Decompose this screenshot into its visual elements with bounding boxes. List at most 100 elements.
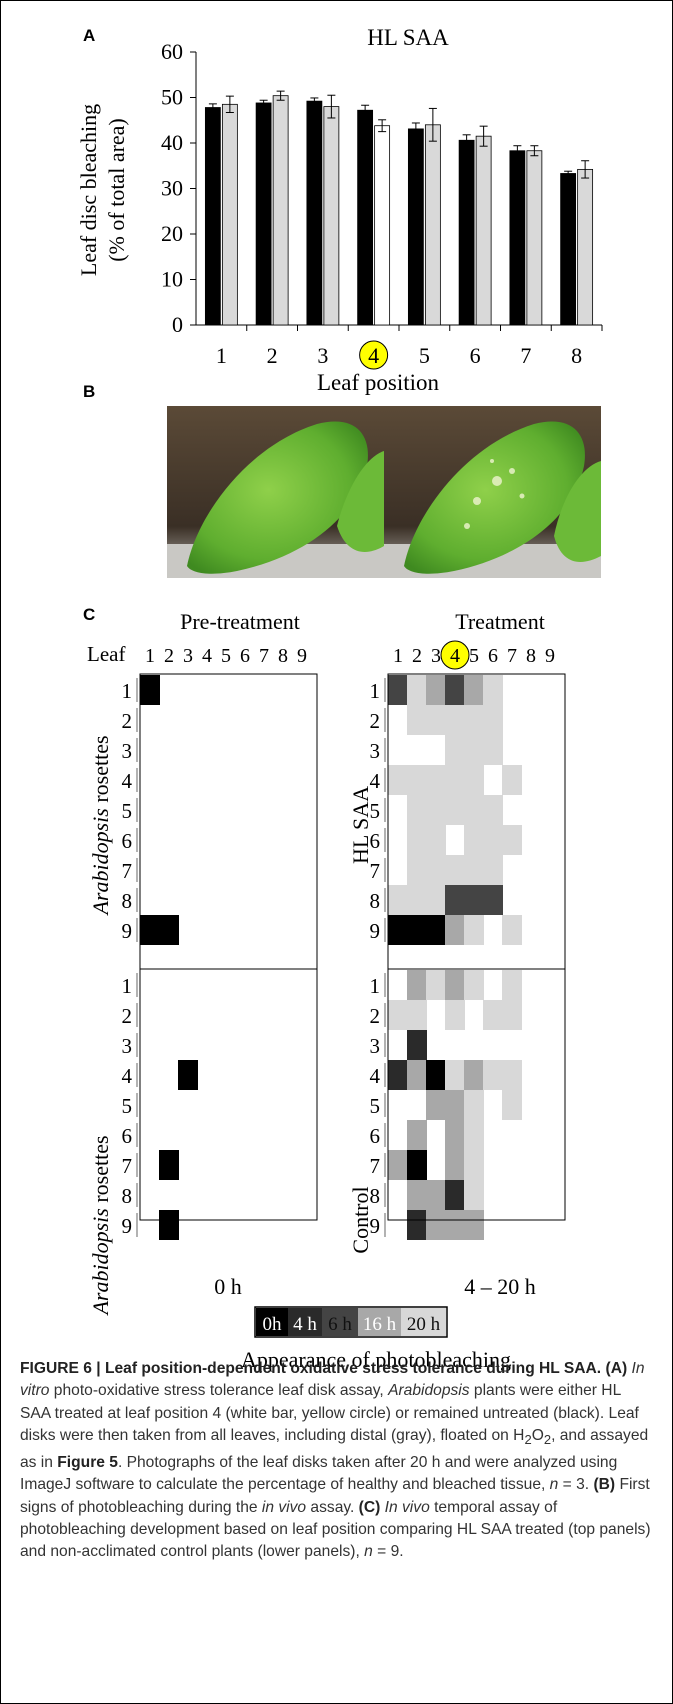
figure-caption: FIGURE 6 | Leaf position-dependent oxida… [20,1358,652,1564]
leaf-photos-illustration [167,406,601,578]
caption-italic: Arabidopsis [388,1382,470,1400]
treat-control-cell [483,1000,503,1030]
treat-control-cell [445,1150,465,1180]
legend-label: 0h [263,1314,283,1335]
row-label: 8 [370,1184,381,1208]
row-label: 6 [370,829,381,853]
pre-column-label: 7 [259,645,269,667]
treat-hl-cell [388,915,408,945]
treat-control-cell [464,1210,484,1240]
row-label: 1 [370,974,381,998]
treat-control-cell [464,1060,484,1090]
treat-control-cell [464,1120,484,1150]
row-label: 5 [370,1094,381,1118]
caption-a-label: (A) [605,1360,628,1377]
treat-control-cell [426,970,446,1000]
treat-hl-cell [464,855,484,885]
hl-saa-side-label: HL SAA [348,786,373,864]
pre-control-cell [159,1150,179,1180]
y-axis-label-line1: Leaf disc bleaching [76,104,101,276]
treat-control-cell [445,1090,465,1120]
treat-hl-cell [407,765,427,795]
bar [560,173,577,326]
treat-control-cell [445,1120,465,1150]
caption-italic: In vitro [20,1360,645,1400]
row-label: 9 [370,919,381,943]
panel-label-c: C [83,605,95,624]
x-tick-label: 2 [267,343,278,368]
treat-heatmap-frame [387,673,566,1221]
treat-hl-cell [407,915,427,945]
treat-hl-cell [483,735,503,765]
y-axis-label-line2: (% of total area) [104,118,129,262]
pre-control-cell [178,1060,198,1090]
pre-column-label: 5 [221,645,231,667]
row-label: 7 [122,859,133,883]
bar [424,124,441,326]
bar [577,168,594,326]
treat-hl-cell [445,855,465,885]
x-tick-label: 1 [216,343,227,368]
treat-hl-cell [464,675,484,705]
treat-control-cell [407,1060,427,1090]
caption-text: First signs of photobleaching during the [20,1476,650,1516]
treatment-time-label: 4 – 20 h [464,1274,536,1299]
treat-column-label: 4 [450,645,460,667]
pre-column-label: 3 [183,645,193,667]
treat-control-cell [407,1000,427,1030]
x-tick-label: 3 [317,343,328,368]
row-label: 3 [370,1034,381,1058]
bar [509,150,526,326]
legend-swatch [256,1308,288,1336]
row-label: 9 [122,1214,133,1238]
treat-hl-cell [464,735,484,765]
treat-column-label: 9 [545,645,555,667]
chart-title: HL SAA [367,25,449,50]
x-axis-label: Leaf position [317,370,439,395]
bar [272,95,289,326]
caption-text: . Photographs of the leaf disks taken af… [20,1453,618,1494]
treat-control-cell [464,1180,484,1210]
legend-label: 4 h [293,1314,317,1335]
photobleaching-time-legend: 0h 4 h 6 h 16 h 20 h Appearance of photoblea… [241,1306,511,1372]
treat-hl-cell [445,765,465,795]
x-tick-label: 5 [419,343,430,368]
treat-hl-cell [426,915,446,945]
figure-5-link[interactable]: Figure 5 [57,1453,118,1471]
pre-hl-cell [140,915,160,945]
treat-hl-cell [426,825,446,855]
legend-label: 6 h [328,1314,352,1335]
bar [221,103,238,326]
row-label: 4 [122,1064,133,1088]
treat-hl-cell [407,675,427,705]
pre-column-label: 9 [297,645,307,667]
caption-text: = 9. [372,1543,404,1561]
treat-hl-cell [464,885,484,915]
bar [407,128,424,326]
treat-control-cell [445,970,465,1000]
row-label: 7 [122,1154,133,1178]
treat-hl-cell [426,855,446,885]
caption-subscript: 2 [543,1432,552,1448]
treat-hl-cell [407,885,427,915]
caption-italic: in vivo [261,1498,307,1516]
treat-hl-cell [483,705,503,735]
row-label: 5 [370,799,381,823]
row-label: 2 [122,1004,133,1028]
bar [458,139,475,326]
treat-hl-cell [445,675,465,705]
row-label: 9 [122,919,133,943]
y-tick-label: 30 [161,176,183,201]
treat-control-cell [483,1060,503,1090]
treat-hl-cell [388,885,408,915]
treatment-title: Treatment [455,609,545,634]
caption-text: assay. [306,1498,359,1516]
treat-control-cell [388,1000,408,1030]
row-label: 7 [370,1154,381,1178]
treat-hl-cell [483,825,503,855]
caption-c-label: (C) [358,1498,381,1516]
row-label: 8 [122,889,133,913]
treat-hl-cell [426,765,446,795]
pre-column-label: 2 [164,645,174,667]
treat-control-cell [407,1150,427,1180]
